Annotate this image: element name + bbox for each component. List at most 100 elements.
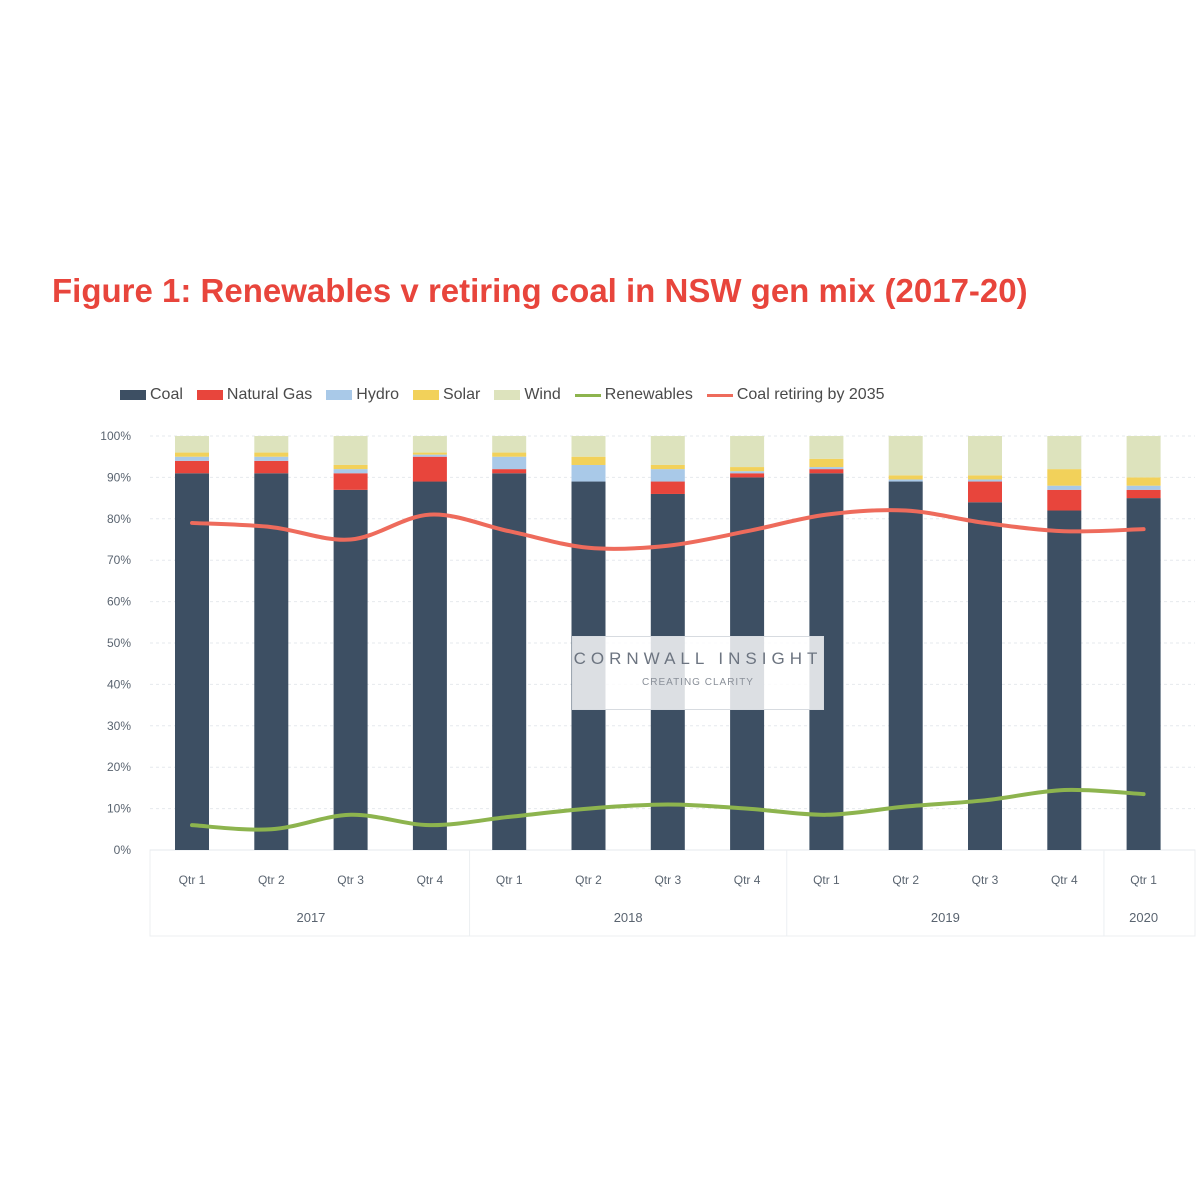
legend-item: Hydro (326, 386, 399, 404)
x-tick-label: Qtr 4 (417, 873, 444, 887)
bar-natural-gas (333, 473, 368, 490)
year-label: 2017 (296, 910, 325, 925)
chart-title: Figure 1: Renewables v retiring coal in … (52, 272, 1028, 309)
bar-hydro (809, 467, 844, 470)
legend-label: Coal retiring by 2035 (736, 386, 885, 403)
bar-wind (968, 436, 1002, 476)
bar-solar (1126, 477, 1161, 486)
y-tick-label: 70% (107, 553, 131, 567)
x-tick-label: Qtr 3 (972, 873, 999, 887)
bar-coal (1047, 510, 1082, 850)
bar-wind (492, 436, 527, 453)
legend-swatch (706, 393, 733, 397)
bar-coal (175, 473, 209, 850)
watermark-brand: CORNWALL INSIGHT (573, 649, 823, 668)
bar-solar (809, 458, 844, 468)
legend-item: Wind (494, 386, 561, 404)
line-coal-retiring-by-2035 (190, 508, 1146, 551)
bar-wind (888, 436, 923, 476)
y-tick-label: 0% (114, 843, 132, 857)
bar-solar (888, 475, 923, 480)
legend-label: Renewables (604, 386, 693, 403)
x-tick-label: Qtr 2 (892, 873, 919, 887)
x-tick-label: Qtr 1 (813, 873, 840, 887)
bar-wind (650, 436, 685, 465)
bar-coal (968, 502, 1002, 850)
bar-hydro (254, 456, 289, 461)
bar-natural-gas (254, 460, 289, 474)
x-tick-label: Qtr 4 (734, 873, 761, 887)
bar-solar (175, 452, 209, 457)
bar-coal (333, 489, 368, 850)
year-label: 2020 (1129, 910, 1158, 925)
x-tick-label: Qtr 1 (1130, 873, 1157, 887)
bar-coal (492, 473, 527, 850)
bar-natural-gas (1126, 489, 1161, 499)
year-label: 2019 (931, 910, 960, 925)
bar-natural-gas (175, 460, 209, 474)
bar-natural-gas (730, 473, 765, 478)
bar-hydro (571, 464, 606, 482)
x-tick-label: Qtr 2 (575, 873, 602, 887)
legend-label: Wind (524, 386, 561, 403)
bar-natural-gas (492, 469, 527, 474)
y-tick-label: 80% (107, 512, 131, 526)
x-tick-label: Qtr 3 (337, 873, 364, 887)
bar-hydro (175, 456, 209, 461)
bar-solar (412, 452, 447, 455)
legend-swatch (574, 393, 601, 397)
bar-hydro (412, 454, 447, 457)
legend-item: Coal (120, 386, 183, 404)
y-tick-label: 50% (107, 636, 131, 650)
y-tick-label: 30% (107, 719, 131, 733)
y-tick-label: 20% (107, 760, 131, 774)
y-tick-label: 40% (107, 677, 131, 691)
bar-natural-gas (809, 469, 844, 474)
bar-wind (571, 436, 606, 457)
year-label: 2018 (614, 910, 643, 925)
legend-swatch (120, 390, 146, 400)
bar-wind (254, 436, 289, 453)
legend-item: Solar (412, 386, 481, 404)
bar-wind (1126, 436, 1161, 478)
x-tick-label: Qtr 1 (179, 873, 206, 887)
y-tick-label: 60% (107, 595, 131, 609)
bar-wind (1047, 436, 1082, 470)
legend-swatch (196, 390, 223, 400)
bar-hydro (1047, 485, 1082, 490)
y-tick-label: 10% (107, 802, 131, 816)
y-tick-label: 100% (100, 429, 131, 443)
bar-coal (254, 473, 289, 850)
y-tick-label: 90% (107, 470, 131, 484)
bar-solar (254, 452, 289, 457)
legend-item: Natural Gas (196, 386, 312, 404)
bar-natural-gas (412, 456, 447, 482)
bar-wind (175, 436, 209, 453)
legend-swatch (412, 390, 439, 400)
bar-hydro (888, 479, 923, 482)
line-renewables (190, 787, 1146, 832)
bar-solar (333, 464, 368, 470)
bar-wind (809, 436, 844, 459)
bar-wind (730, 436, 765, 468)
bar-solar (650, 464, 685, 470)
legend-label: Solar (442, 386, 481, 403)
x-tick-label: Qtr 4 (1051, 873, 1078, 887)
chart-legend: Coal Natural Gas Hydro Solar Wind Renewables C… (120, 383, 898, 407)
bar-solar (492, 452, 527, 457)
bar-solar (968, 475, 1002, 480)
bar-hydro (650, 469, 685, 482)
bar-natural-gas (650, 481, 685, 494)
bar-hydro (492, 456, 527, 470)
bar-coal (1126, 498, 1161, 850)
bar-solar (1047, 469, 1082, 486)
bar-solar (730, 467, 765, 472)
watermark-logo: CORNWALL INSIGHT CREATING CLARITY (572, 636, 824, 710)
legend-item: Coal retiring by 2035 (706, 386, 885, 404)
bar-hydro (333, 469, 368, 474)
bar-wind (412, 436, 447, 453)
legend-label: Hydro (356, 386, 399, 403)
legend-swatch (494, 390, 521, 400)
bar-hydro (1126, 485, 1161, 490)
